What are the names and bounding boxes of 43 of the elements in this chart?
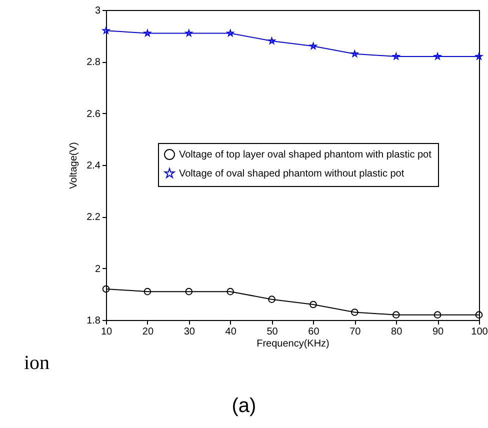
point — [226, 288, 234, 296]
x-tick-label: 80 — [391, 326, 403, 338]
text: ion — [24, 352, 50, 375]
point — [392, 52, 400, 60]
legend-label: Voltage of oval shaped phantom without plastic pot — [179, 168, 404, 180]
point — [351, 308, 358, 316]
point — [144, 30, 151, 36]
point — [226, 30, 234, 36]
y-tick-label: 2.2 — [86, 212, 101, 224]
point — [310, 300, 317, 308]
x-tick-label: 70 — [350, 326, 362, 338]
point — [310, 42, 317, 50]
x-tick-label: 30 — [184, 326, 196, 338]
point — [475, 311, 483, 318]
point — [392, 311, 400, 318]
point — [185, 30, 192, 36]
text: (a) — [230, 395, 258, 418]
x-axis-title: Frequency(KHz) — [256, 338, 330, 350]
point — [268, 37, 276, 44]
y-tick-label: 1.8 — [86, 316, 101, 326]
point — [434, 52, 442, 60]
x-tick-label: 20 — [142, 326, 154, 338]
x-tick-label: 10 — [100, 326, 112, 338]
y-axis-title: Voltage(V) — [68, 142, 80, 189]
point — [351, 50, 358, 57]
x-tick-label: 90 — [432, 326, 444, 338]
y-tick-label: 2.8 — [86, 57, 101, 68]
y-tick-label: 3 — [94, 6, 101, 16]
x-tick-label: 60 — [308, 326, 320, 338]
point — [434, 311, 442, 318]
point — [268, 296, 276, 303]
legend-label: Voltage of top layer oval shaped phantom with plastic pot — [179, 150, 432, 160]
point — [475, 52, 483, 60]
point — [144, 288, 152, 296]
point — [185, 288, 193, 296]
x-tick-label: 40 — [225, 326, 237, 338]
y-tick-label: 2.4 — [86, 160, 101, 172]
point — [102, 27, 110, 34]
x-tick-label: 100 — [471, 326, 488, 338]
point — [102, 285, 110, 293]
y-tick-label: 2.6 — [86, 108, 101, 120]
x-tick-label: 50 — [266, 326, 278, 338]
y-tick-label: 2 — [94, 264, 101, 275]
